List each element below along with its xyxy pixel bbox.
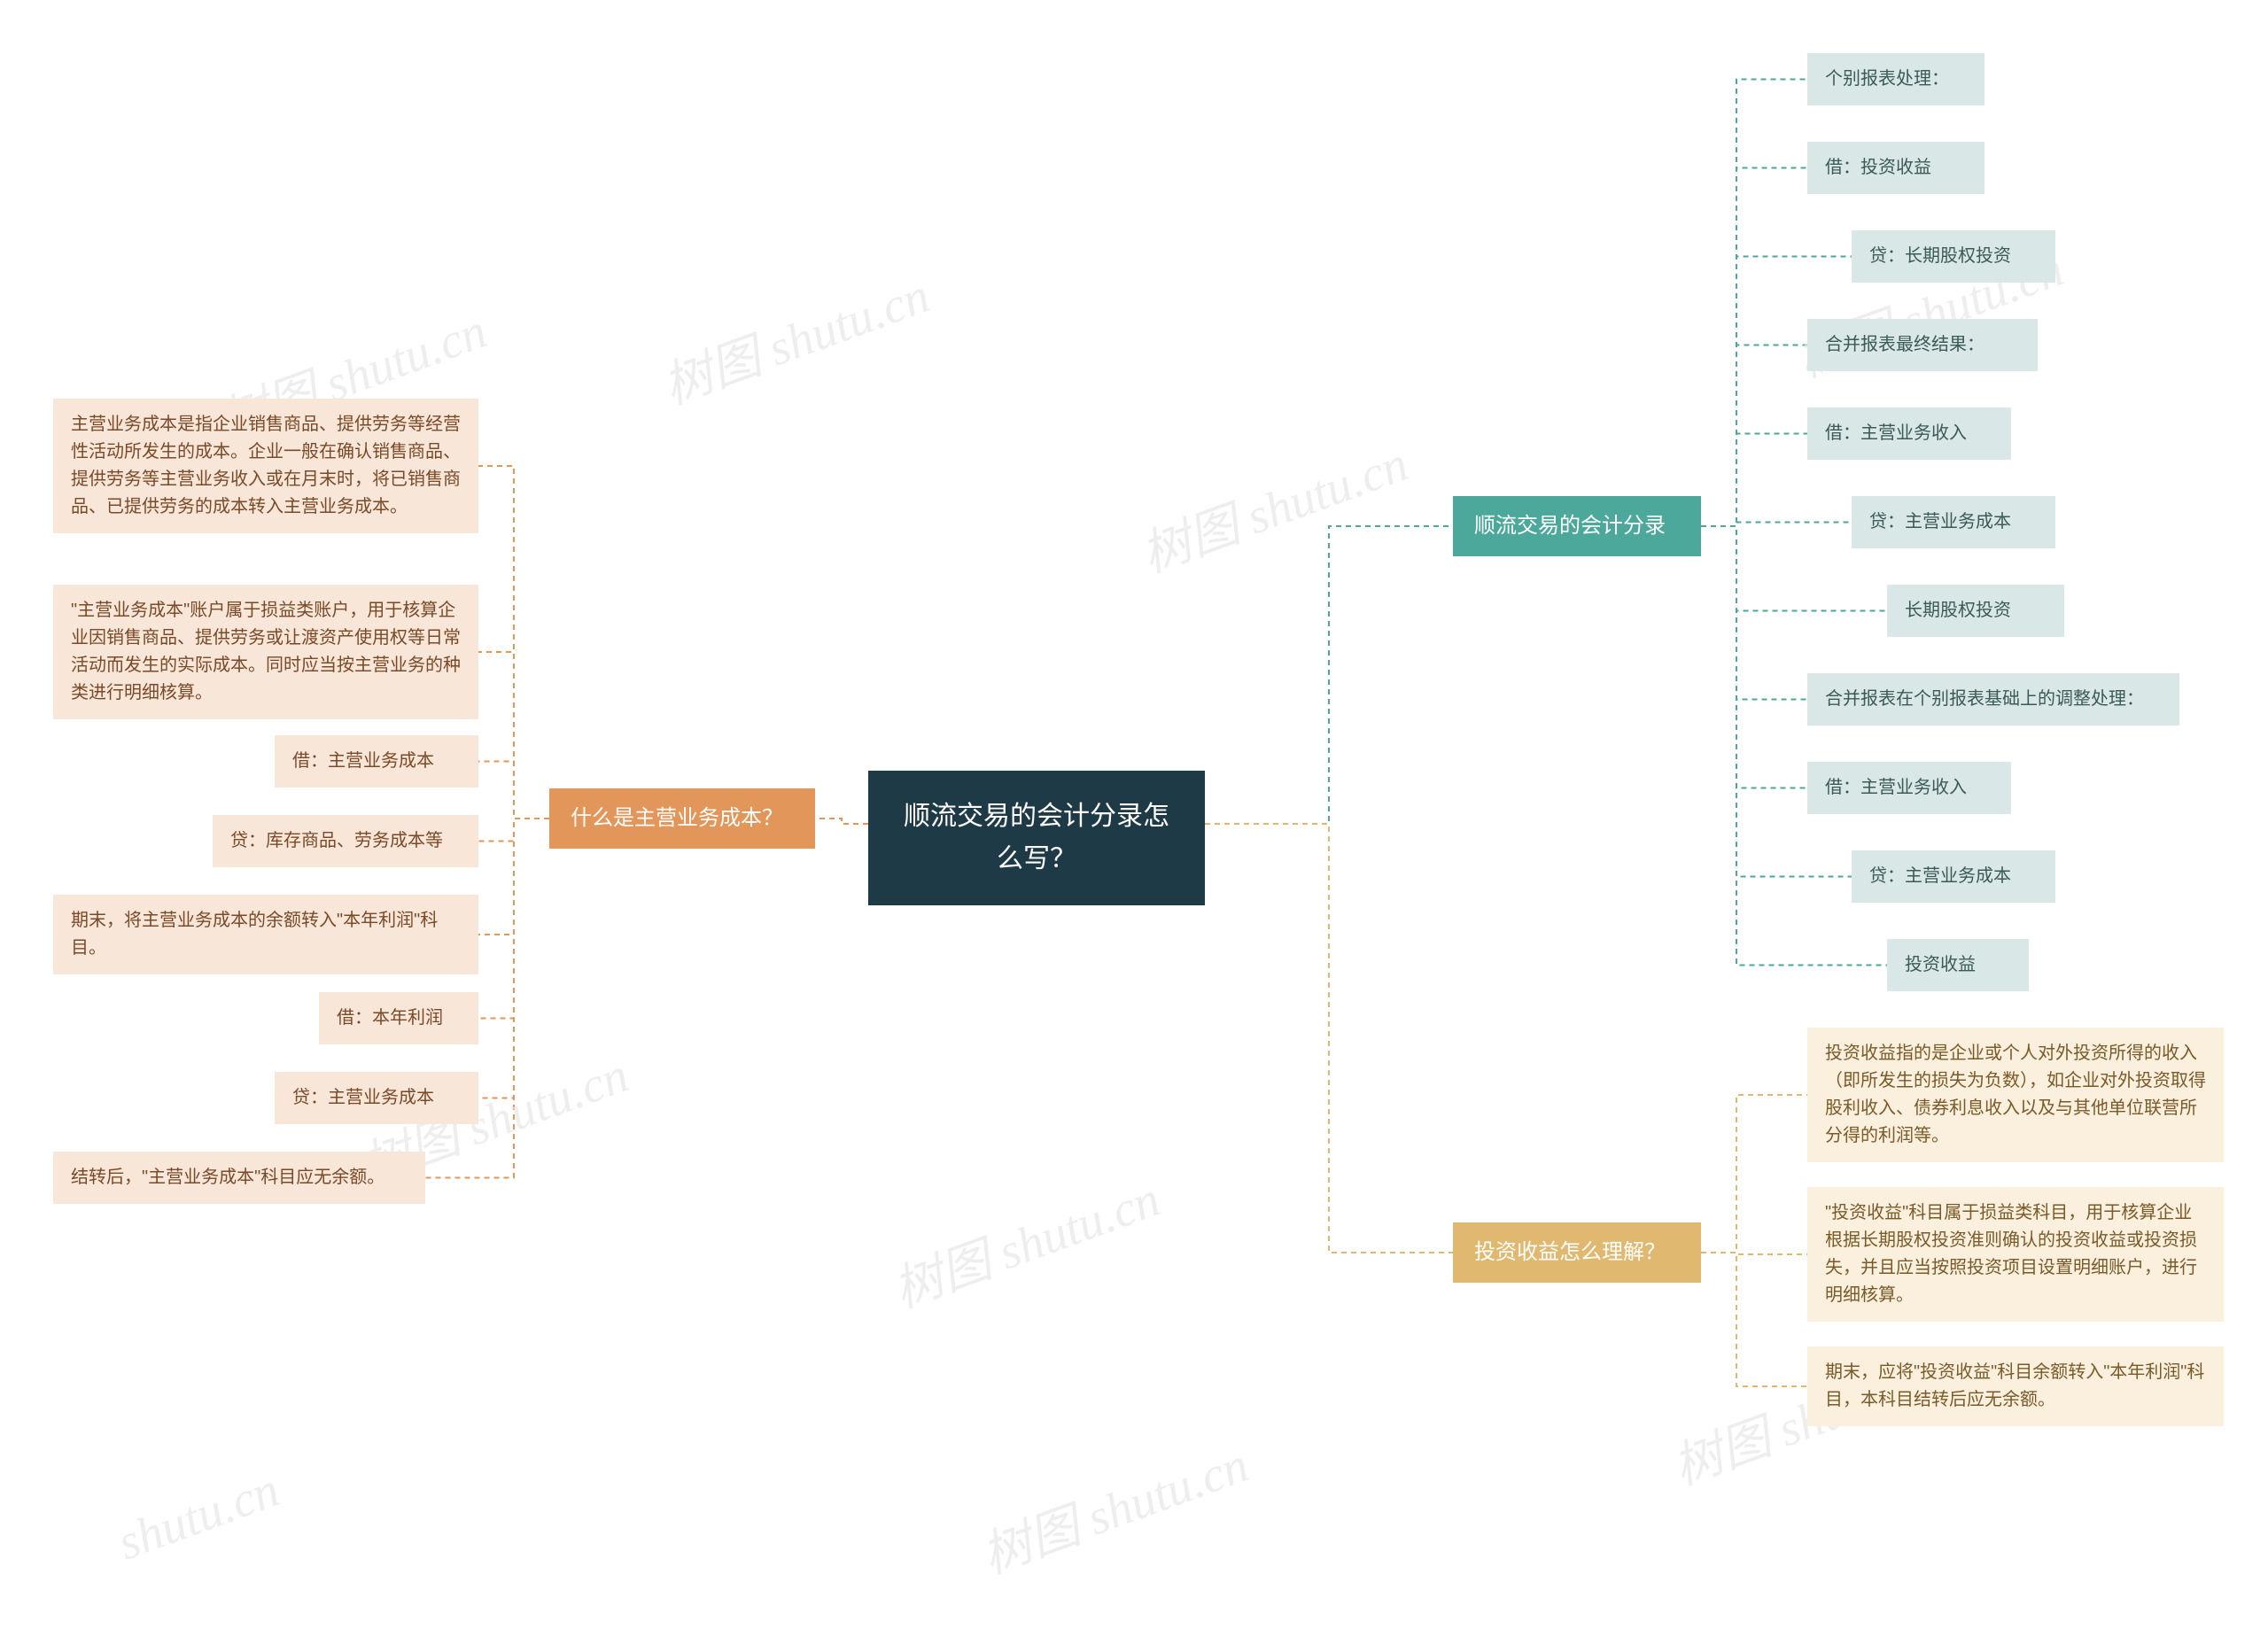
branch-b3: 什么是主营业务成本？ [549,788,815,849]
leaf-b1-6: 长期股权投资 [1887,585,2064,637]
leaf-b2-1: "投资收益"科目属于损益类科目，用于核算企业根据长期股权投资准则确认的投资收益或… [1807,1187,2224,1322]
watermark: 树图 shutu.cn [882,1160,1169,1323]
leaf-b3-7: 结转后，"主营业务成本"科目应无余额。 [53,1152,425,1204]
watermark: shutu.cn [111,1462,287,1572]
mindmap-center: 顺流交易的会计分录怎么写？ [868,771,1205,905]
leaf-b1-4: 借：主营业务收入 [1807,407,2011,460]
branch-b2: 投资收益怎么理解？ [1453,1222,1701,1283]
leaf-b3-1: "主营业务成本"账户属于损益类账户，用于核算企业因销售商品、提供劳务或让渡资产使… [53,585,478,719]
leaf-b1-1: 借：投资收益 [1807,142,1984,194]
branch-b1: 顺流交易的会计分录 [1453,496,1701,556]
leaf-b1-3: 合并报表最终结果： [1807,319,2038,371]
watermark: 树图 shutu.cn [971,1425,1257,1588]
leaf-b1-2: 贷：长期股权投资 [1852,230,2055,283]
leaf-b1-0: 个别报表处理： [1807,53,1984,105]
watermark: 树图 shutu.cn [652,256,938,419]
leaf-b1-10: 投资收益 [1887,939,2029,991]
leaf-b2-0: 投资收益指的是企业或个人对外投资所得的收入（即所发生的损失为负数），如企业对外投… [1807,1028,2224,1162]
watermark: 树图 shutu.cn [1130,424,1417,587]
leaf-b3-6: 贷：主营业务成本 [275,1072,478,1124]
leaf-b1-7: 合并报表在个别报表基础上的调整处理： [1807,673,2179,726]
leaf-b1-9: 贷：主营业务成本 [1852,850,2055,903]
leaf-b1-5: 贷：主营业务成本 [1852,496,2055,548]
leaf-b3-5: 借：本年利润 [319,992,478,1044]
leaf-b3-2: 借：主营业务成本 [275,735,478,788]
leaf-b3-0: 主营业务成本是指企业销售商品、提供劳务等经营性活动所发生的成本。企业一般在确认销… [53,399,478,533]
leaf-b1-8: 借：主营业务收入 [1807,762,2011,814]
leaf-b2-2: 期末，应将"投资收益"科目余额转入"本年利润"科目，本科目结转后应无余额。 [1807,1346,2224,1426]
leaf-b3-4: 期末，将主营业务成本的余额转入"本年利润"科目。 [53,895,478,974]
leaf-b3-3: 贷：库存商品、劳务成本等 [213,815,478,867]
